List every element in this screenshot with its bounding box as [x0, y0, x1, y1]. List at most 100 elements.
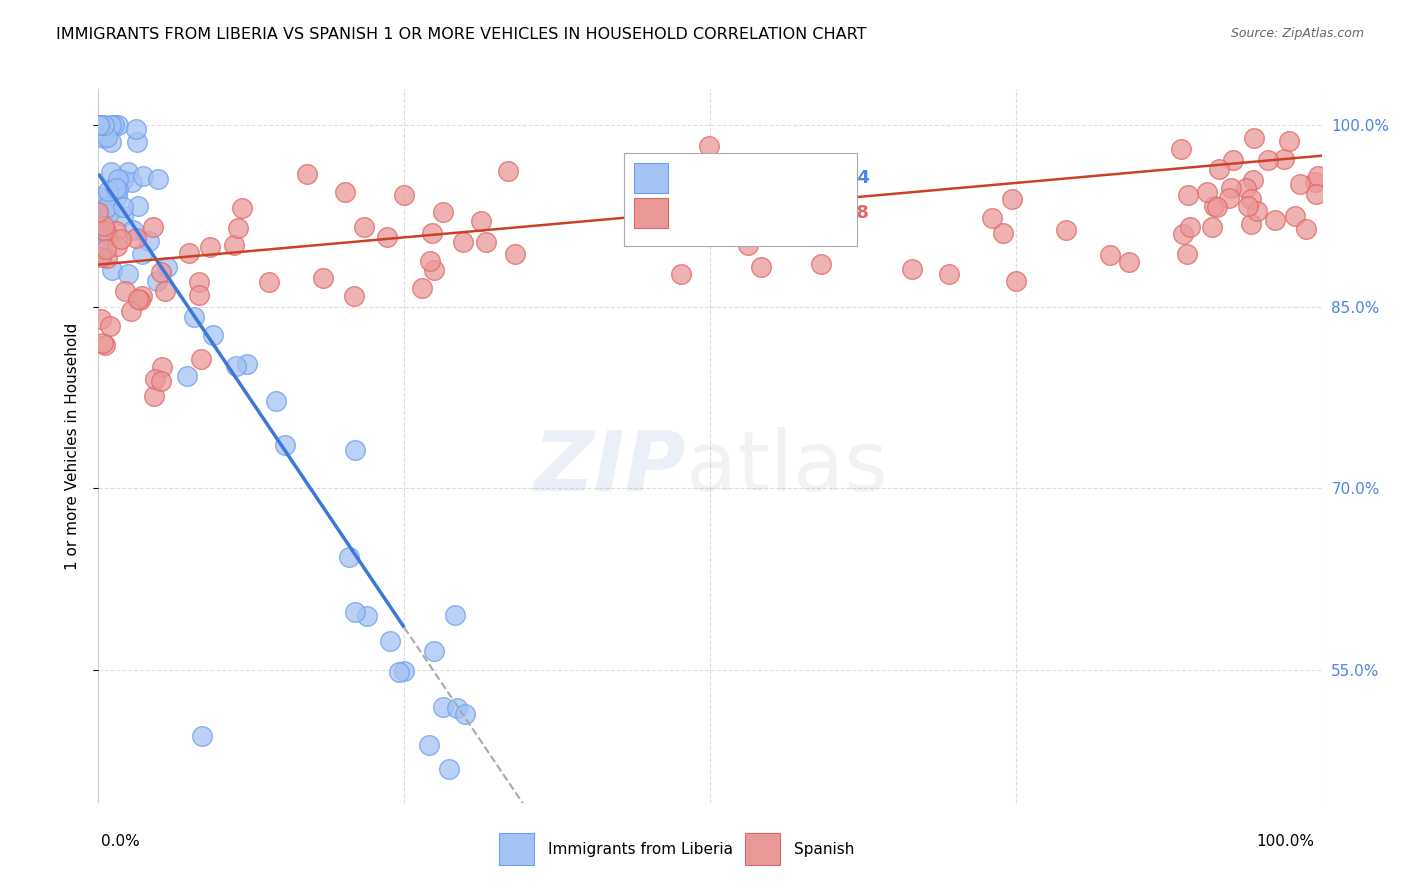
Point: [716, 221, 738, 235]
Text: Source: ZipAtlas.com: Source: ZipAtlas.com: [1230, 27, 1364, 40]
Point: [1054, 223, 1077, 237]
Point: [90, 119, 112, 133]
Point: [121, 175, 143, 189]
Point: [1239, 192, 1261, 206]
Text: Immigrants from Liberia: Immigrants from Liberia: [548, 842, 734, 856]
Point: [104, 224, 127, 238]
Point: [121, 304, 143, 318]
Point: [1204, 199, 1226, 213]
Point: [343, 443, 366, 458]
Text: IMMIGRANTS FROM LIBERIA VS SPANISH 1 OR MORE VEHICLES IN HOUSEHOLD CORRELATION C: IMMIGRANTS FROM LIBERIA VS SPANISH 1 OR …: [56, 27, 866, 42]
Point: [146, 172, 169, 186]
Point: [224, 237, 246, 252]
Point: [131, 289, 153, 303]
Point: [125, 231, 148, 245]
Point: [474, 235, 496, 249]
Point: [353, 219, 375, 234]
Point: [1303, 175, 1326, 189]
Point: [432, 700, 454, 714]
Point: [1305, 186, 1327, 201]
Point: [1178, 219, 1201, 234]
Point: [343, 605, 366, 619]
Point: [177, 246, 200, 260]
Point: [343, 289, 366, 303]
Point: [225, 359, 247, 373]
Point: [131, 246, 153, 260]
Point: [380, 634, 402, 648]
Point: [810, 257, 832, 271]
Point: [132, 169, 155, 184]
Point: [107, 172, 129, 186]
Point: [114, 285, 136, 299]
Point: [143, 372, 166, 386]
Point: [97, 205, 120, 219]
Point: [1264, 213, 1286, 227]
Point: [1246, 203, 1268, 218]
Point: [418, 738, 440, 752]
Point: [94, 224, 117, 238]
Point: [187, 287, 209, 301]
Point: [128, 293, 150, 307]
Point: [100, 165, 122, 179]
Point: [105, 239, 128, 253]
Point: [107, 182, 129, 196]
Point: [94, 337, 117, 351]
Text: Spanish: Spanish: [794, 842, 855, 856]
Point: [235, 357, 257, 371]
Point: [423, 644, 446, 658]
Point: [191, 729, 214, 743]
Point: [176, 369, 198, 384]
Point: [1236, 180, 1258, 194]
Point: [1220, 181, 1243, 195]
Point: [90, 250, 112, 264]
Point: [149, 264, 172, 278]
Point: [444, 608, 467, 623]
Point: [1005, 274, 1028, 288]
Point: [105, 189, 128, 203]
Point: [183, 310, 205, 324]
Point: [87, 205, 110, 219]
Point: [90, 129, 112, 144]
Text: 100.0%: 100.0%: [1257, 834, 1315, 849]
Text: ZIP: ZIP: [533, 427, 686, 508]
Point: [1197, 185, 1219, 199]
Point: [697, 139, 720, 153]
Text: R =  0.481   N = 98: R = 0.481 N = 98: [678, 204, 869, 222]
Point: [90, 119, 112, 133]
Point: [1218, 191, 1240, 205]
Point: [938, 267, 960, 281]
Point: [1175, 247, 1198, 261]
Point: [112, 173, 135, 187]
Point: [1257, 153, 1279, 167]
Point: [156, 260, 179, 274]
Point: [96, 200, 118, 214]
Point: [1098, 248, 1121, 262]
Point: [737, 238, 759, 252]
Point: [337, 549, 360, 564]
Point: [198, 240, 221, 254]
Point: [423, 263, 446, 277]
Point: [432, 205, 454, 219]
Point: [1177, 187, 1199, 202]
Point: [1241, 172, 1264, 186]
Point: [110, 232, 132, 246]
Point: [90, 210, 112, 224]
Point: [104, 180, 127, 194]
Point: [1001, 193, 1024, 207]
Point: [96, 252, 118, 266]
Point: [127, 199, 149, 213]
Point: [187, 275, 209, 289]
Point: [117, 267, 139, 281]
Point: [87, 119, 110, 133]
Text: 0.0%: 0.0%: [101, 834, 141, 849]
Point: [231, 201, 253, 215]
Point: [1284, 209, 1306, 223]
Point: [142, 220, 165, 235]
Point: [1201, 220, 1223, 235]
Point: [1173, 227, 1195, 241]
Point: [419, 253, 441, 268]
Point: [93, 119, 115, 133]
Point: [101, 262, 124, 277]
Point: [226, 221, 249, 235]
Point: [143, 388, 166, 402]
